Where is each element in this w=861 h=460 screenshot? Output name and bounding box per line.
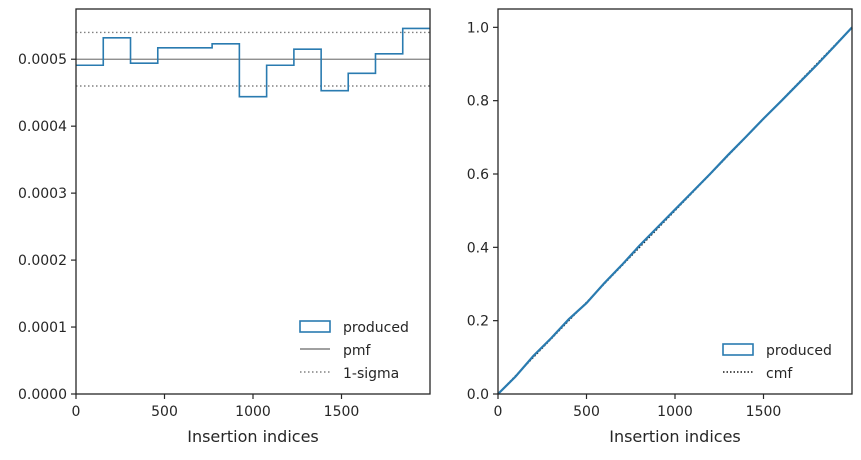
y-tick-label: 1.0 (467, 20, 489, 36)
right-y-ticks: 0.0 0.2 0.4 0.6 0.8 1.0 (467, 20, 498, 403)
y-tick-label: 0.0004 (18, 119, 67, 135)
right-series-group (497, 26, 853, 395)
y-tick-label: 0.0001 (18, 320, 67, 336)
y-tick-label: 0.0005 (18, 52, 67, 68)
y-tick-label: 0.0000 (18, 387, 67, 403)
x-tick-label: 1500 (746, 404, 782, 420)
legend-label-pmf: pmf (343, 343, 372, 359)
left-x-ticks: 0 500 1000 1500 (72, 394, 360, 420)
x-tick-label: 500 (573, 404, 600, 420)
right-x-axis-label: Insertion indices (609, 427, 741, 446)
y-tick-label: 0.2 (467, 314, 489, 330)
y-tick-label: 0.6 (467, 167, 489, 183)
one-sigma-lines (76, 31, 430, 87)
right-x-ticks: 0 500 1000 1500 (494, 394, 782, 420)
left-x-axis-label: Insertion indices (187, 427, 319, 446)
legend-swatch-produced (722, 343, 754, 356)
left-panel: 0 500 1000 1500 0.00000.00010.00020.00030.0… (18, 8, 431, 446)
y-tick-label: 0.0003 (18, 186, 67, 202)
produced-series-group (76, 27, 430, 98)
y-tick-label: 0.4 (467, 240, 489, 256)
legend-swatch-produced (299, 320, 331, 333)
legend-label-produced: produced (343, 320, 409, 336)
left-legend: produced pmf 1-sigma (299, 320, 409, 382)
produced-cdf-line (497, 26, 853, 395)
x-tick-label: 1000 (235, 404, 271, 420)
x-tick-label: 1500 (324, 404, 360, 420)
y-tick-label: 0.0002 (18, 253, 67, 269)
right-legend: produced cmf (722, 343, 832, 382)
legend-label-1-sigma: 1-sigma (343, 366, 399, 382)
x-tick-label: 0 (72, 404, 81, 420)
legend-label-cmf: cmf (766, 366, 793, 382)
produced-step-line (76, 27, 430, 98)
x-tick-label: 1000 (657, 404, 693, 420)
y-tick-label: 0.0 (467, 387, 489, 403)
right-panel: 0 500 1000 1500 0.0 0.2 0.4 0.6 0.8 1.0 Insertio… (467, 8, 853, 446)
legend-label-produced: produced (766, 343, 832, 359)
left-y-ticks: 0.0000 0.0001 0.0002 0.0003 0.0004 0.0005 (18, 52, 76, 403)
x-tick-label: 500 (151, 404, 178, 420)
x-tick-label: 0 (494, 404, 503, 420)
y-tick-label: 0.8 (467, 94, 489, 110)
